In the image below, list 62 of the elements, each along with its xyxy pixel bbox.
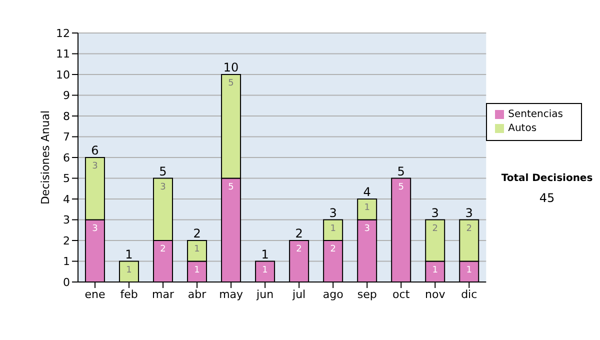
total-label: 3 bbox=[465, 206, 473, 220]
legend-label: Autos bbox=[508, 123, 537, 134]
data-label: 2 bbox=[296, 244, 302, 254]
x-tick-label: oct bbox=[392, 288, 410, 301]
y-tick-label: 8 bbox=[63, 110, 70, 123]
y-tick-label: 12 bbox=[56, 26, 70, 40]
y-tick-label: 11 bbox=[56, 48, 70, 61]
y-tick-label: 2 bbox=[63, 234, 70, 248]
total-label: 1 bbox=[125, 247, 133, 262]
text: Total Decisiones bbox=[500, 173, 594, 184]
y-tick-label: 10 bbox=[56, 68, 70, 82]
y-tick-label: 5 bbox=[63, 172, 70, 186]
total-label: 6 bbox=[91, 144, 99, 158]
x-tick-label: abr bbox=[188, 288, 207, 301]
text: 45 bbox=[538, 191, 556, 205]
legend-label: Sentencias bbox=[508, 109, 563, 120]
x-tick-label: ago bbox=[322, 288, 344, 301]
x-tick-label: sep bbox=[357, 288, 377, 301]
y-tick-label: 9 bbox=[63, 89, 70, 102]
total-label: 2 bbox=[193, 226, 201, 240]
data-label: 1 bbox=[466, 265, 472, 276]
y-axis-title: Decisiones Anual bbox=[38, 110, 52, 205]
y-tick-label: 0 bbox=[63, 276, 70, 289]
total-label: 5 bbox=[397, 164, 405, 178]
total-label: 10 bbox=[223, 60, 239, 74]
data-label: 3 bbox=[92, 162, 98, 172]
y-tick-label: 4 bbox=[63, 192, 70, 206]
data-label: 1 bbox=[364, 203, 370, 213]
x-tick-label: ene bbox=[84, 288, 106, 301]
data-label: 1 bbox=[194, 244, 200, 254]
data-label: 1 bbox=[432, 265, 438, 276]
x-tick-label: may bbox=[219, 288, 244, 301]
y-tick-label: 7 bbox=[63, 130, 70, 144]
data-label: 3 bbox=[160, 182, 166, 192]
data-label: 5 bbox=[228, 78, 234, 88]
data-label: 3 bbox=[92, 224, 98, 234]
total-label: 1 bbox=[261, 247, 269, 262]
data-label: 2 bbox=[160, 244, 166, 254]
x-tick-label: jul bbox=[292, 288, 306, 301]
total-label: 3 bbox=[431, 206, 439, 220]
x-tick-label: dic bbox=[461, 288, 478, 301]
data-label: 3 bbox=[364, 224, 370, 234]
y-tick-label: 6 bbox=[63, 151, 70, 164]
x-tick-label: mar bbox=[152, 288, 174, 301]
x-tick-label: jun bbox=[256, 288, 274, 301]
total-label: 4 bbox=[363, 185, 371, 199]
data-label: 1 bbox=[262, 265, 268, 276]
data-label: 5 bbox=[228, 182, 234, 192]
y-tick-label: 3 bbox=[63, 214, 70, 227]
x-tick-label: feb bbox=[120, 288, 138, 301]
data-label: 2 bbox=[466, 224, 472, 234]
data-label: 1 bbox=[194, 265, 200, 276]
y-tick-label: 1 bbox=[63, 255, 70, 268]
data-label: 2 bbox=[330, 244, 336, 254]
data-label: 1 bbox=[126, 265, 132, 276]
data-label: 5 bbox=[398, 182, 404, 192]
data-label: 2 bbox=[432, 224, 438, 234]
data-label: 1 bbox=[330, 224, 336, 234]
x-tick-label: nov bbox=[425, 288, 446, 301]
total-label: 2 bbox=[295, 226, 303, 240]
total-label: 5 bbox=[159, 164, 167, 178]
total-label: 3 bbox=[329, 206, 337, 220]
